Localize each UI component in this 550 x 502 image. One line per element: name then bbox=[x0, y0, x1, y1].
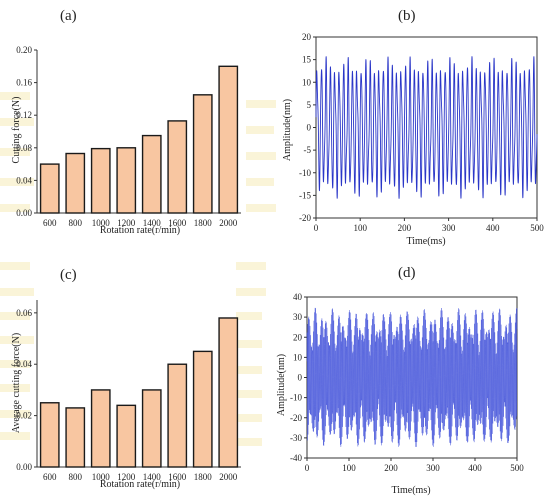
chart-b-y-tick-label: -15 bbox=[299, 190, 311, 200]
chart-c-x-tick-label: 600 bbox=[43, 472, 57, 482]
chart-c-x-tick-label: 800 bbox=[69, 472, 83, 482]
chart-b: 0 100 200 300 400 500 -20 -15 -10 -5 0 5 10 15 20 bbox=[299, 32, 544, 233]
chart-c-ylabel: Average cutting force(N) bbox=[11, 333, 22, 433]
chart-a-x-tick-label: 1400 bbox=[143, 218, 162, 228]
chart-c-y-tick-label: 0.02 bbox=[16, 411, 32, 421]
chart-a-y-tick-label: 0.04 bbox=[16, 175, 32, 185]
chart-d-y-tick-label: -20 bbox=[290, 413, 302, 423]
chart-c-bar bbox=[167, 363, 188, 468]
chart-d-x-tick-label: 400 bbox=[468, 463, 482, 473]
chart-d-x-tick-label: 0 bbox=[305, 463, 310, 473]
chart-a-x-tick-label: 1600 bbox=[168, 218, 187, 228]
chart-c-y-tick-label: 0.00 bbox=[16, 462, 32, 472]
chart-a-x-tick-label: 600 bbox=[43, 218, 57, 228]
chart-b-y-tick-label: 15 bbox=[302, 55, 312, 65]
chart-d-y-tick-label: -30 bbox=[290, 433, 302, 443]
chart-a-bar bbox=[116, 147, 137, 214]
chart-b-x-tick-label: 400 bbox=[486, 223, 500, 233]
chart-a-bar bbox=[65, 152, 86, 214]
chart-b-xlabel: Time(ms) bbox=[406, 236, 445, 247]
chart-d-xlabel: Time(ms) bbox=[391, 485, 430, 496]
chart-c-bar bbox=[116, 404, 137, 468]
chart-a-y-tick-label: 0.16 bbox=[16, 78, 32, 88]
chart-c-bar bbox=[90, 389, 111, 468]
chart-b-x-tick-label: 300 bbox=[442, 223, 456, 233]
chart-c-x-tick-label: 1400 bbox=[143, 472, 162, 482]
chart-d-y-tick-label: -10 bbox=[290, 393, 302, 403]
chart-b-y-tick-label: -5 bbox=[304, 145, 312, 155]
chart-c: 0.00 0.02 0.04 0.06 600 800 1000 1200 1400 1600 18… bbox=[16, 300, 241, 482]
chart-c-bar bbox=[39, 402, 60, 468]
chart-a: 0.00 0.04 0.08 0.12 0.16 0.20 600 800 1000 1200 14… bbox=[16, 45, 241, 228]
chart-d-ylabel: Amplitude(nm) bbox=[276, 354, 287, 416]
chart-b-y-tick-label: 5 bbox=[307, 100, 312, 110]
chart-a-y-tick-label: 0.08 bbox=[16, 143, 32, 153]
chart-a-bar bbox=[167, 120, 188, 214]
chart-a-bar bbox=[90, 147, 111, 214]
chart-b-y-tick-label: 0 bbox=[307, 123, 312, 133]
chart-d: 0 100 200 300 400 500 -40 -30 -20 -10 0 10 20 30 40 bbox=[290, 292, 524, 473]
chart-d-y-tick-label: 40 bbox=[293, 292, 303, 302]
chart-b-ylabel: Amplitude(nm) bbox=[282, 99, 293, 161]
background-pattern bbox=[0, 92, 276, 446]
chart-c-y-tick-label: 0.06 bbox=[16, 308, 32, 318]
chart-c-bar bbox=[65, 407, 86, 468]
chart-d-x-tick-label: 200 bbox=[384, 463, 398, 473]
chart-d-x-tick-label: 500 bbox=[510, 463, 524, 473]
chart-a-bar bbox=[192, 94, 213, 214]
panel-label-b: (b) bbox=[398, 8, 416, 24]
chart-b-y-tick-label: -10 bbox=[299, 168, 311, 178]
chart-c-bar bbox=[218, 317, 239, 468]
chart-a-x-tick-label: 800 bbox=[69, 218, 83, 228]
chart-c-x-tick-label: 2000 bbox=[219, 472, 238, 482]
chart-c-bar bbox=[192, 350, 213, 468]
chart-c-x-tick-label: 1000 bbox=[92, 472, 111, 482]
chart-a-ylabel: Cutting force(N) bbox=[11, 97, 22, 164]
chart-b-x-tick-label: 200 bbox=[398, 223, 412, 233]
panel-label-d: (d) bbox=[398, 265, 416, 281]
chart-d-x-tick-label: 300 bbox=[426, 463, 440, 473]
chart-c-y-tick-label: 0.04 bbox=[16, 359, 32, 369]
chart-a-x-tick-label: 2000 bbox=[219, 218, 238, 228]
chart-b-y-tick-label: -20 bbox=[299, 213, 311, 223]
chart-a-x-tick-label: 1200 bbox=[117, 218, 136, 228]
chart-c-x-tick-label: 1200 bbox=[117, 472, 136, 482]
chart-b-y-tick-label: 20 bbox=[302, 32, 312, 42]
chart-a-y-tick-label: 0.12 bbox=[16, 110, 32, 120]
chart-a-bar bbox=[218, 65, 239, 214]
panel-label-c: (c) bbox=[60, 267, 77, 283]
panel-label-a: (a) bbox=[60, 8, 77, 24]
chart-a-xlabel: Rotation rate(r/min) bbox=[100, 225, 180, 236]
chart-c-x-tick-label: 1800 bbox=[194, 472, 213, 482]
chart-d-y-tick-label: 20 bbox=[293, 332, 303, 342]
chart-c-xlabel: Rotation rate(r/min) bbox=[100, 479, 180, 490]
chart-d-y-tick-label: 0 bbox=[298, 373, 303, 383]
chart-c-x-tick-label: 1600 bbox=[168, 472, 187, 482]
chart-b-x-tick-label: 500 bbox=[530, 223, 544, 233]
chart-a-bar bbox=[39, 163, 60, 214]
chart-d-y-tick-label: -40 bbox=[290, 453, 302, 463]
chart-d-x-tick-label: 100 bbox=[342, 463, 356, 473]
chart-b-y-tick-label: 10 bbox=[302, 77, 312, 87]
chart-b-x-tick-label: 100 bbox=[353, 223, 367, 233]
chart-b-series-line bbox=[315, 56, 538, 199]
chart-b-x-tick-label: 0 bbox=[314, 223, 319, 233]
chart-d-y-tick-label: 10 bbox=[293, 352, 303, 362]
chart-a-y-tick-label: 0.00 bbox=[16, 208, 32, 218]
chart-a-y-tick-label: 0.20 bbox=[16, 45, 32, 55]
chart-d-y-tick-label: 30 bbox=[293, 312, 303, 322]
chart-c-bar bbox=[141, 389, 162, 468]
chart-d-series-line bbox=[306, 307, 518, 448]
chart-a-x-tick-label: 1800 bbox=[194, 218, 213, 228]
chart-a-x-tick-label: 1000 bbox=[92, 218, 111, 228]
chart-a-bar bbox=[141, 134, 162, 214]
